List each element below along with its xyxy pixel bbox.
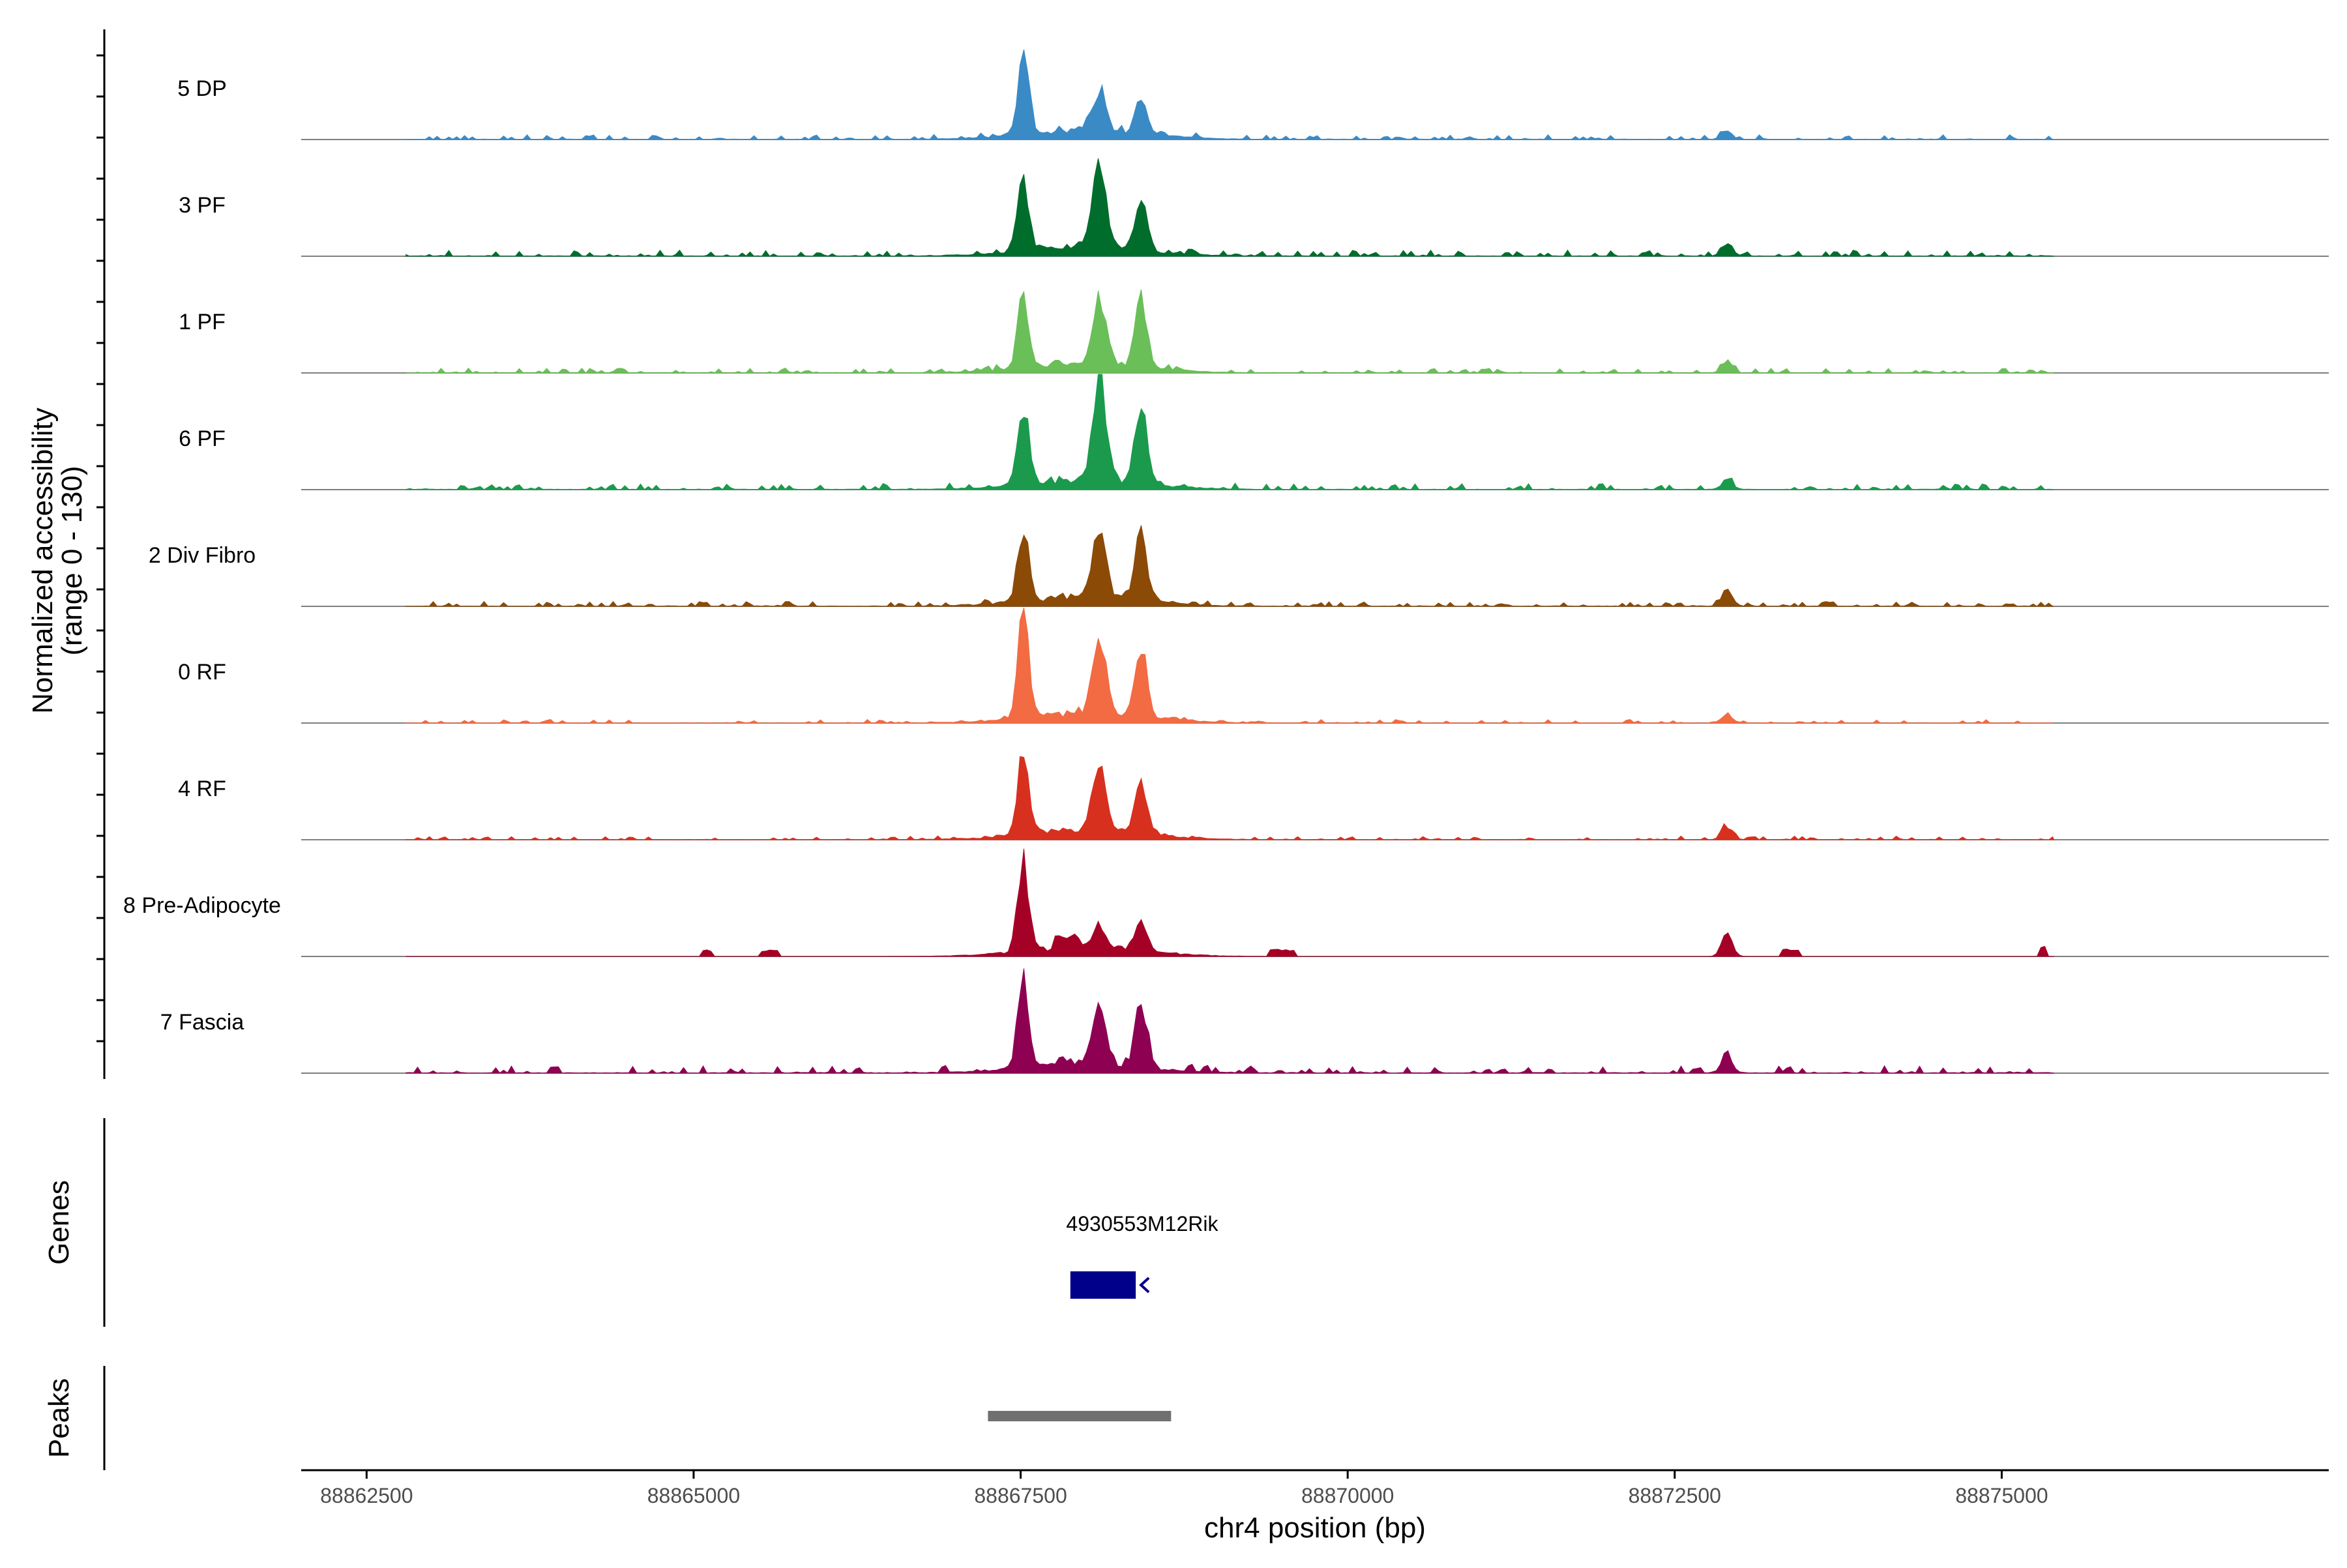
track-label: 2 Div Fibro: [149, 543, 256, 568]
track-coverage-area: [405, 374, 2054, 490]
track-coverage-area: [405, 49, 2054, 140]
x-tick-label: 88872500: [1629, 1484, 1721, 1507]
track-label: 5 DP: [177, 76, 227, 101]
coverage-y-ticks: [96, 54, 104, 1043]
track-label: 4 RF: [178, 777, 226, 801]
track-2-div-fibro: 2 Div Fibro: [149, 525, 2329, 607]
coverage-tracks: 5 DP 3 PF 1 PF 6 PF 2 Div Fibro 0 RF 4 RF 8 Pre…: [123, 49, 2329, 1074]
x-axis-ticks: 88862500 88865000 88867500 88870000 88872500…: [320, 1470, 2048, 1507]
track-4-rf: 4 RF: [178, 756, 2329, 840]
genes-panel-title: Genes: [43, 1180, 75, 1265]
y-axis-title-line2: (range 0 - 130): [56, 466, 88, 655]
track-coverage-area: [405, 525, 2054, 607]
track-0-rf: 0 RF: [178, 607, 2329, 724]
gene-strand-arrow: [1139, 1277, 1150, 1294]
x-tick-label: 88870000: [1301, 1484, 1394, 1507]
peak-region-bar: [988, 1411, 1172, 1421]
track-coverage-area: [406, 289, 2054, 374]
track-6-pf: 6 PF: [179, 374, 2329, 490]
x-tick-label: 88875000: [1955, 1484, 2048, 1507]
track-label: 0 RF: [178, 660, 226, 685]
x-tick-label: 88862500: [320, 1484, 413, 1507]
track-coverage-area: [405, 756, 2055, 840]
track-label: 8 Pre-Adipocyte: [123, 893, 281, 918]
track-coverage-area: [405, 158, 2054, 257]
track-label: 1 PF: [179, 310, 226, 334]
track-label: 3 PF: [179, 193, 226, 218]
track-label: 7 Fascia: [160, 1010, 244, 1035]
x-axis-title: chr4 position (bp): [1204, 1512, 1426, 1544]
track-5-dp: 5 DP: [177, 49, 2329, 140]
track-8-pre-adipocyte: 8 Pre-Adipocyte: [123, 848, 2329, 957]
track-3-pf: 3 PF: [179, 158, 2329, 257]
gene-body: [1070, 1271, 1136, 1299]
gene-label: 4930553M12Rik: [1066, 1212, 1218, 1235]
y-axis-title-line1: Normalized accessibility: [27, 407, 59, 713]
track-7-fascia: 7 Fascia: [160, 968, 2329, 1074]
x-tick-label: 88865000: [647, 1484, 740, 1507]
track-label: 6 PF: [179, 426, 226, 451]
peaks-panel-title: Peaks: [43, 1378, 75, 1458]
track-coverage-area: [405, 968, 2054, 1074]
track-coverage-area: [405, 607, 2054, 724]
x-tick-label: 88867500: [974, 1484, 1067, 1507]
track-1-pf: 1 PF: [179, 289, 2329, 374]
track-coverage-area: [406, 848, 2054, 957]
